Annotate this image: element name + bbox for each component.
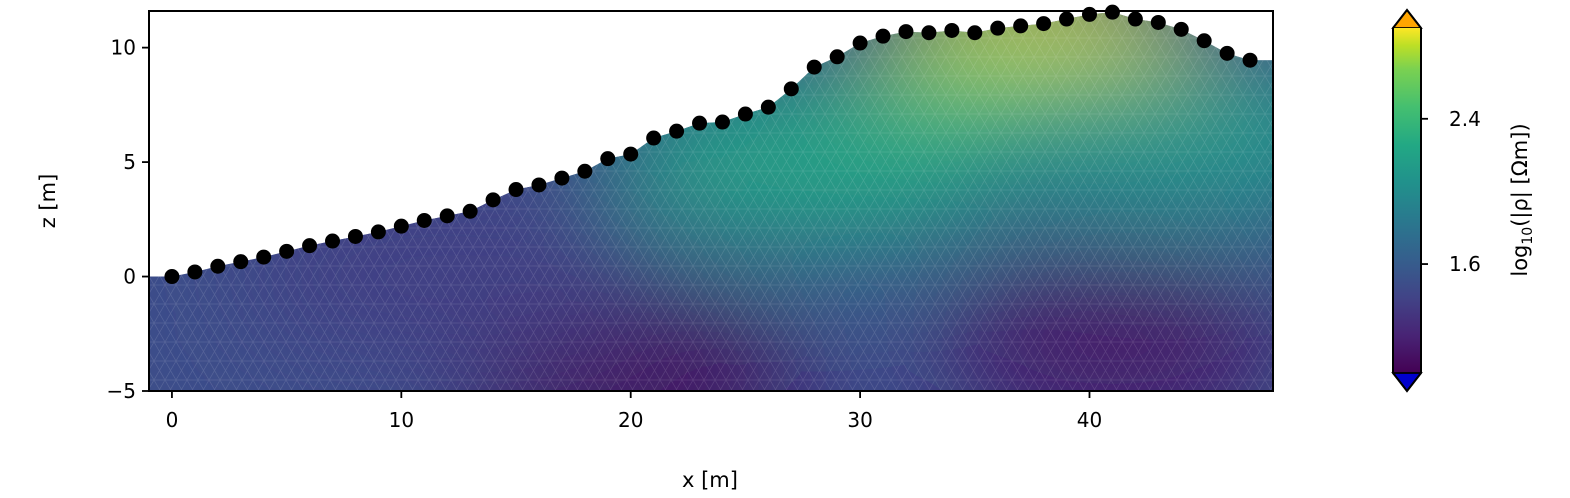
electrode-point [1081, 6, 1097, 22]
electrode-point [1150, 14, 1166, 30]
x-axis-label: x [m] [682, 468, 738, 492]
y-tick-label: 5 [123, 150, 136, 174]
y-tick-label: −5 [107, 379, 136, 403]
colorbar-label-rest: (|ρ| [Ωm]) [1508, 123, 1533, 226]
electrode-point [577, 163, 593, 179]
electrode-point [210, 258, 226, 274]
electrode-point [898, 24, 914, 40]
electrode-point [669, 123, 685, 139]
electrode-point [370, 224, 386, 240]
x-tick-label: 10 [389, 408, 414, 432]
electrode-point [852, 35, 868, 51]
electrode-point [806, 59, 822, 75]
electrode-point [1242, 52, 1258, 68]
electrode-point [737, 106, 753, 122]
electrode-point [439, 208, 455, 224]
colorbar-outline [1392, 8, 1422, 393]
colorbar: 1.6 2.4 log10(|ρ| [Ωm]) [1391, 8, 1536, 393]
electrode-point [508, 182, 524, 198]
electrode-point [1059, 11, 1075, 27]
electrode-point [233, 254, 249, 270]
electrode-point [600, 151, 616, 167]
x-tick-label: 20 [618, 408, 643, 432]
electrode-point [554, 170, 570, 186]
electrode-point [990, 20, 1006, 36]
electrode-point [692, 115, 708, 131]
electrode-point [1219, 45, 1235, 61]
electrode-point [485, 192, 501, 208]
electrode-point [279, 243, 295, 259]
electrode-point [302, 238, 318, 254]
colorbar-label-base: log [1508, 245, 1532, 277]
colorbar-extend-over [1391, 8, 1423, 29]
electrode-point [967, 25, 983, 41]
x-tick-label: 30 [847, 408, 872, 432]
colorbar-label: log10(|ρ| [Ωm]) [1508, 123, 1536, 276]
electrode-point [462, 203, 478, 219]
x-tick-label: 40 [1077, 408, 1102, 432]
electrode-point [416, 212, 432, 228]
electrode-point [1013, 18, 1029, 34]
colorbar-tick-label: 1.6 [1449, 252, 1481, 276]
plot-frame [148, 10, 1274, 392]
electrode-point [623, 146, 639, 162]
colorbar-gradient [1393, 28, 1421, 373]
electrode-point [646, 130, 662, 146]
electrode-point [1127, 11, 1143, 27]
electrode-point [325, 233, 341, 249]
electrode-point [531, 177, 547, 193]
electrode-point [1196, 33, 1212, 49]
electrode-point [347, 228, 363, 244]
mesh-triangulation [149, 12, 1273, 391]
electrode-point [783, 81, 799, 97]
electrode-point [714, 114, 730, 130]
electrode-point [187, 264, 203, 280]
x-axis-ticks: 0 10 20 30 40 [166, 391, 1102, 432]
y-tick-label: 0 [123, 265, 136, 289]
electrode-point [829, 49, 845, 65]
colorbar-ticks: 1.6 2.4 [1421, 107, 1481, 276]
y-axis-ticks: −5 0 5 10 [107, 36, 149, 403]
y-axis-label: z [m] [36, 174, 60, 229]
electrode-point [1173, 21, 1189, 37]
x-tick-label: 0 [166, 408, 179, 432]
electrode-point [393, 218, 409, 234]
colorbar-extend-under [1391, 372, 1423, 393]
colorbar-tick-label: 2.4 [1449, 107, 1481, 131]
electrode-point [256, 249, 272, 265]
electrode-point [1036, 16, 1052, 32]
electrode-point [760, 99, 776, 115]
colorbar-label-subscript: 10 [1520, 227, 1536, 245]
electrode-point [164, 269, 180, 285]
electrode-point [921, 25, 937, 41]
electrode-point [875, 28, 891, 44]
electrode-point [1104, 4, 1120, 20]
y-tick-label: 10 [111, 36, 136, 60]
electrode-point [944, 22, 960, 38]
